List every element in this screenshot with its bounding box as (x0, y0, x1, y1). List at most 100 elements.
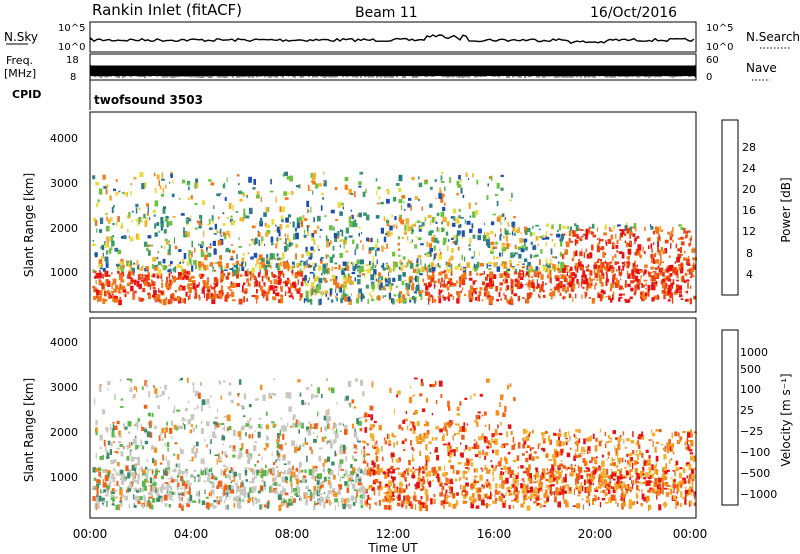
rti-cell (108, 292, 111, 299)
rti-cell (398, 472, 402, 475)
rti-cell (570, 287, 575, 292)
rti-cell (338, 468, 340, 474)
rti-cell (265, 275, 268, 280)
rti-cell (674, 431, 677, 437)
rti-cell (364, 427, 368, 433)
rti-cell (166, 221, 169, 228)
rti-cell (216, 458, 218, 465)
rti-cell (308, 291, 310, 294)
rti-cell (376, 440, 378, 445)
rti-cell (149, 216, 151, 221)
rti-cell (180, 475, 184, 482)
rti-cell (560, 460, 563, 462)
rti-cell (559, 463, 564, 467)
rti-cell (605, 295, 608, 298)
rti-cell (302, 475, 307, 479)
rti-cell (617, 484, 620, 489)
rti-cell (656, 294, 659, 299)
rti-cell (168, 504, 171, 508)
rti-cell (317, 387, 320, 394)
rti-cell (327, 468, 332, 472)
rti-cell (618, 297, 621, 302)
rti-cell (558, 432, 562, 437)
rti-cell (170, 479, 175, 483)
rti-cell (287, 265, 290, 272)
rti-cell (603, 272, 605, 279)
rti-cell (432, 297, 434, 304)
rti-cell (117, 264, 121, 271)
rti-cell (229, 289, 233, 292)
rti-cell (141, 445, 145, 450)
rti-cell (145, 502, 147, 509)
rti-cell (684, 291, 687, 293)
rti-cell (359, 171, 363, 175)
rti-cell (305, 470, 307, 474)
rti-cell (285, 217, 289, 223)
rti-cell (362, 415, 366, 419)
rti-cell (332, 254, 335, 258)
rti-cell (393, 224, 395, 229)
rti-cell (107, 281, 110, 287)
rti-cell (397, 236, 401, 240)
rti-cell (185, 468, 188, 475)
rti-cell (233, 429, 236, 437)
rti-cell (626, 484, 628, 488)
rti-cell (661, 488, 663, 494)
rti-cell (666, 268, 670, 273)
rti-cell (304, 437, 306, 444)
rti-cell (630, 280, 634, 284)
rti-cell (562, 253, 564, 260)
rti-cell (505, 477, 509, 484)
rti-cell (668, 284, 672, 290)
rti-cell (231, 220, 235, 226)
rti-cell (389, 387, 392, 394)
rti-cell (643, 458, 645, 462)
rti-cell (615, 261, 620, 265)
rti-cell (149, 477, 153, 484)
rti-cell (181, 472, 184, 477)
rti-cell (556, 267, 561, 271)
rti-cell (442, 500, 446, 505)
rti-cell (314, 501, 316, 507)
rti-cell (429, 295, 431, 302)
rti-cell (253, 445, 257, 452)
rti-cell (351, 399, 355, 404)
rti-cell (300, 223, 302, 227)
rti-cell (186, 182, 189, 186)
rti-cell (228, 202, 232, 210)
rti-cell (331, 461, 335, 466)
rti-cell (101, 469, 106, 473)
rti-cell (447, 443, 449, 449)
rti-cell (556, 433, 559, 436)
rti-cell (94, 252, 98, 256)
rti-cell (565, 474, 567, 479)
rti-cell (129, 263, 133, 269)
rti-cell (116, 299, 119, 303)
rti-cell (586, 487, 588, 491)
rti-cell (355, 475, 359, 481)
rti-cell (637, 444, 641, 449)
rti-cell (105, 225, 110, 232)
rti-cell (571, 272, 575, 277)
rti-cell (134, 463, 137, 470)
rti-cell (627, 273, 631, 279)
rti-cell (624, 298, 626, 302)
rti-cell (313, 277, 316, 282)
rti-cell (135, 218, 138, 221)
rti-cell (425, 285, 429, 291)
rti-cell (351, 479, 355, 482)
rti-cell (391, 283, 394, 286)
rti-cell (475, 468, 478, 473)
rti-cell (575, 440, 579, 447)
rti-cell (653, 282, 658, 285)
rti-cell (661, 443, 664, 446)
rti-cell (447, 245, 449, 252)
rti-cell (101, 409, 106, 415)
rti-cell (250, 239, 254, 241)
rti-cell (138, 220, 140, 225)
rti-cell (290, 283, 293, 289)
rti-cell (286, 502, 289, 508)
rti-cell (551, 266, 553, 272)
rti-cell (196, 491, 199, 497)
rti-cell (334, 424, 337, 429)
